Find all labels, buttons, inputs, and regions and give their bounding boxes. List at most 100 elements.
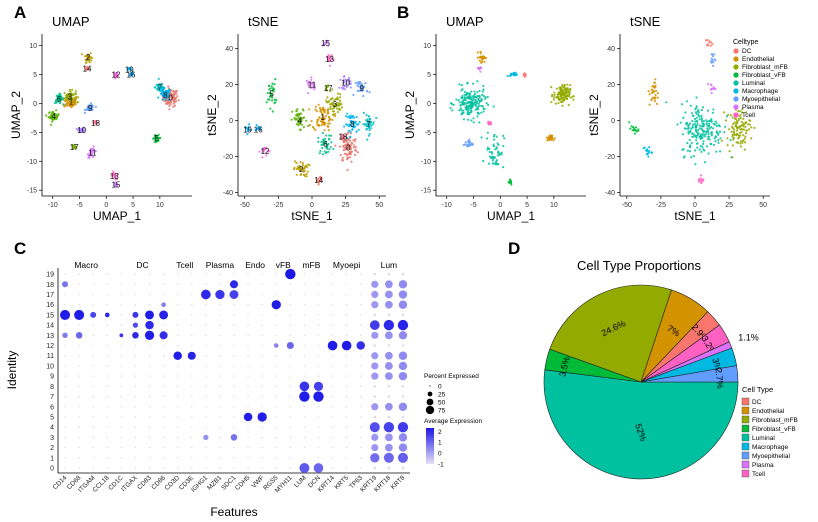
scatter-point	[299, 113, 302, 116]
scatter-point	[731, 116, 734, 119]
scatter-point	[271, 99, 274, 102]
scatter-point	[706, 38, 709, 42]
dot-lum-low	[387, 385, 391, 388]
dot-faint	[120, 304, 123, 306]
dot-faint	[148, 344, 151, 347]
scatter-point	[328, 118, 331, 121]
x-axis-label: Features	[210, 505, 257, 519]
scatter-point	[476, 94, 479, 97]
scatter-point	[710, 142, 713, 146]
gene-label: KRT18	[373, 474, 392, 493]
scatter-point	[488, 147, 491, 151]
scatter-point	[55, 114, 58, 117]
dot-lum	[398, 280, 408, 289]
scatter-point	[321, 44, 324, 47]
dot-faint	[92, 426, 94, 428]
scatter-point	[341, 82, 344, 85]
scatter-point	[153, 86, 156, 89]
scatter-point	[655, 102, 659, 105]
dot-faint	[64, 467, 66, 469]
dot-faint	[331, 334, 334, 337]
y-tick-label: -40	[605, 190, 615, 197]
scatter-point	[464, 97, 467, 100]
scatter-point	[697, 128, 700, 131]
scatter-point	[468, 95, 471, 98]
scatter-point	[344, 78, 347, 81]
dot-faint	[303, 334, 306, 337]
scatter-point	[695, 130, 698, 133]
scatter-point	[500, 151, 503, 154]
dot-itgax	[132, 311, 139, 318]
scatter-point	[715, 122, 718, 125]
scatter-point	[462, 101, 465, 104]
scatter-point	[367, 134, 370, 137]
cluster-label: 4	[52, 112, 57, 121]
cluster-label: 3	[333, 100, 338, 109]
scatter-point	[653, 97, 657, 100]
scatter-point	[723, 131, 726, 134]
scatter-point	[84, 58, 87, 61]
dot-faint	[134, 355, 137, 357]
scatter-point	[484, 96, 487, 99]
dot-faint	[289, 355, 292, 357]
dot-faint	[106, 395, 108, 398]
dot-cd86	[159, 310, 169, 320]
dot-faint	[120, 446, 123, 449]
scatter-point	[353, 125, 356, 128]
scatter-point	[682, 116, 685, 119]
scatter-point	[479, 70, 482, 73]
cluster-label: 1	[321, 113, 326, 122]
legend-swatch	[733, 96, 739, 102]
scatter-point	[168, 89, 171, 92]
identity-label: 13	[46, 333, 54, 340]
dot-faint	[205, 416, 207, 418]
scatter-point	[352, 123, 355, 126]
scatter-point	[476, 51, 479, 54]
scatter-point	[739, 142, 742, 145]
scatter-point	[326, 144, 329, 147]
dot-faint	[120, 375, 123, 377]
scatter-point	[89, 152, 92, 155]
dot-faint	[261, 344, 263, 347]
scatter-point	[750, 137, 753, 140]
dot-faint	[92, 436, 94, 439]
dot-faint	[176, 406, 179, 408]
dot-faint	[289, 416, 292, 418]
dot-ighg1	[203, 434, 209, 441]
scatter-point	[475, 100, 479, 103]
dot-faint	[233, 314, 235, 316]
size-legend-dot	[429, 385, 431, 387]
scatter-point	[694, 120, 697, 123]
y-tick-label: -5	[425, 130, 431, 137]
dot-faint	[303, 436, 306, 439]
dot-faint	[275, 426, 277, 428]
dot-faint	[219, 283, 221, 286]
cluster-label: 6	[323, 140, 328, 149]
scatter-point	[702, 106, 705, 109]
dot-faint	[219, 375, 221, 377]
scatter-point	[566, 93, 569, 96]
scatter-point	[327, 100, 330, 103]
legend-label: Plasma	[742, 104, 764, 111]
dot-faint	[134, 385, 137, 388]
scatter-point	[744, 141, 747, 144]
dot-faint	[317, 365, 320, 367]
scatter-point	[320, 143, 323, 146]
dot-lum	[384, 331, 393, 340]
pie-slice-luminal	[543, 369, 739, 480]
dot-faint	[191, 304, 193, 306]
scatter-point	[478, 96, 481, 99]
scatter-point	[69, 101, 72, 104]
identity-label: 16	[46, 302, 54, 309]
scatter-point	[329, 59, 332, 62]
cluster-label: 19	[125, 65, 134, 74]
dot-faint	[233, 406, 235, 408]
scatter-point	[712, 143, 716, 147]
scatter-point	[739, 128, 742, 131]
scatter-point	[114, 178, 117, 181]
dot-faint	[134, 446, 137, 449]
scatter-point	[514, 73, 517, 76]
group-label: vFB	[276, 260, 291, 270]
scatter-point	[266, 150, 269, 153]
